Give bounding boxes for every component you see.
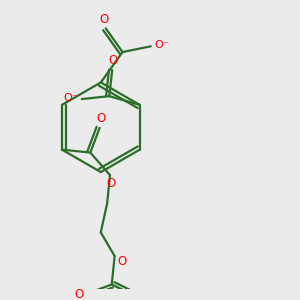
Text: O: O (75, 288, 84, 300)
Text: O: O (117, 255, 127, 268)
Text: O: O (107, 177, 116, 190)
Text: O: O (100, 13, 109, 26)
Text: O: O (108, 54, 117, 68)
Text: O: O (96, 112, 106, 125)
Text: O⁻: O⁻ (63, 94, 78, 103)
Text: O⁻: O⁻ (154, 40, 169, 50)
